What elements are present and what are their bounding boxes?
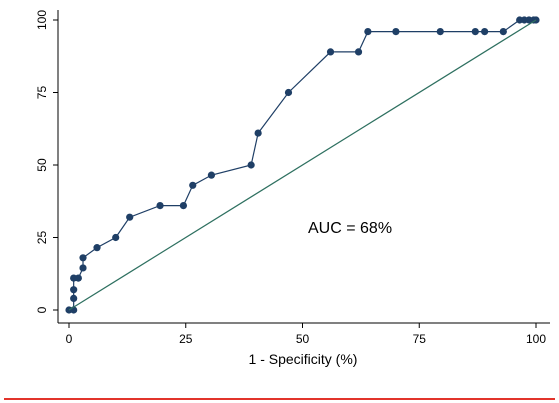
roc-point: [112, 233, 120, 242]
roc-point: [326, 48, 335, 56]
x-tick-label: 0: [66, 332, 73, 346]
roc-point: [179, 202, 188, 210]
x-tick-label: 50: [296, 332, 310, 346]
roc-point: [471, 28, 479, 36]
roc-point: [284, 88, 293, 97]
roc-point: [70, 286, 78, 294]
roc-point: [392, 28, 400, 36]
roc-point: [254, 129, 262, 137]
roc-point: [354, 48, 363, 56]
roc-point: [436, 28, 444, 36]
roc-point: [481, 28, 489, 36]
roc-point: [189, 181, 197, 189]
x-tick-label: 100: [526, 332, 546, 346]
y-tick-label: 0: [35, 306, 49, 313]
reference-diagonal-line: [68, 19, 537, 311]
roc-point: [207, 171, 216, 179]
roc-point: [247, 161, 255, 169]
roc-point: [79, 264, 87, 272]
x-axis-title: 1 - Specificity (%): [249, 351, 358, 367]
roc-point: [364, 28, 372, 36]
bottom-rule: [4, 398, 555, 400]
roc-point: [79, 254, 87, 262]
y-tick-label: 50: [35, 158, 49, 172]
auc-annotation: AUC = 68%: [308, 220, 392, 237]
roc-point: [499, 28, 507, 36]
roc-point: [70, 294, 78, 302]
axes: [53, 10, 550, 328]
roc-point: [74, 274, 82, 282]
roc-point: [93, 244, 101, 252]
x-tick-label: 75: [413, 332, 427, 346]
series-layer: [65, 16, 540, 314]
roc-point: [156, 202, 164, 210]
y-tick-label: 100: [35, 10, 49, 30]
y-tick-label: 75: [35, 86, 49, 100]
y-tick-label: 25: [35, 231, 49, 245]
roc-point: [126, 213, 134, 221]
tick-labels: 0 25 50 75 100 0 25 50 75 100: [35, 10, 546, 346]
x-tick-label: 25: [179, 332, 193, 346]
